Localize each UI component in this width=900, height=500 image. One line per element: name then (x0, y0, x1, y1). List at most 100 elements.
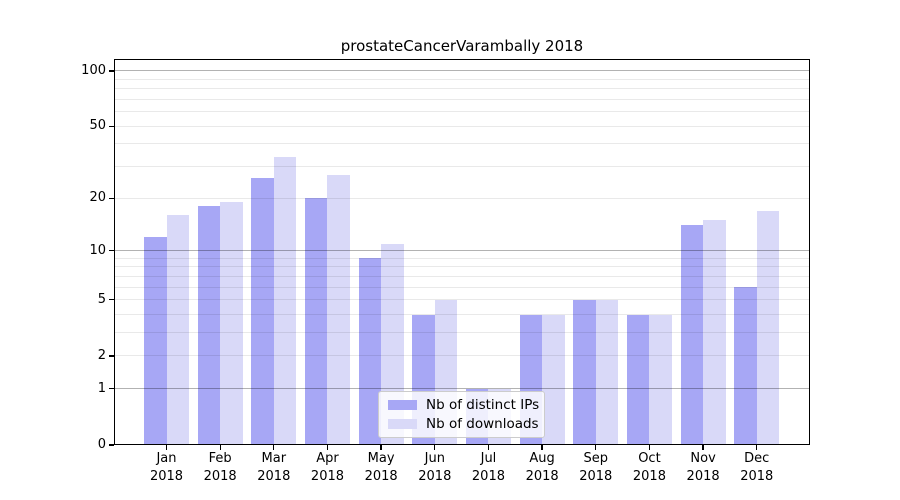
gridline-minor (114, 78, 810, 80)
y-tick-mark (109, 249, 114, 252)
y-tick-label: 50 (89, 118, 106, 134)
bar-nb-of-downloads-sep (595, 299, 619, 445)
x-tick-mark (273, 445, 275, 450)
x-tick-label-aug: Aug 2018 (507, 450, 577, 485)
bar-nb-of-downloads-apr (327, 174, 350, 445)
gridline-minor (114, 314, 810, 316)
gridline-minor (114, 98, 810, 100)
chart-title: prostateCancerVarambally 2018 (340, 37, 584, 55)
x-tick-mark (219, 445, 221, 450)
bar-nb-of-distinct-ips-oct (626, 314, 650, 445)
x-tick-mark (326, 445, 329, 450)
y-tick-mark (109, 70, 114, 72)
bar-nb-of-distinct-ips-sep (573, 299, 596, 445)
bar-nb-of-downloads-dec (756, 210, 780, 445)
x-tick-label-nov: Nov 2018 (668, 450, 738, 485)
gridline-major (114, 250, 810, 252)
x-tick-year: 2018 (203, 468, 237, 484)
x-tick-mark (487, 445, 490, 450)
x-tick-month: Jan (156, 451, 177, 466)
x-tick-month: Oct (638, 451, 661, 466)
x-tick-mark (702, 445, 704, 450)
gridline-minor (114, 125, 810, 127)
gridline-minor (114, 143, 810, 145)
y-tick-mark (109, 299, 114, 301)
legend: Nb of distinct IPs Nb of downloads (378, 391, 545, 438)
x-tick-mark (165, 445, 168, 450)
y-tick-label: 0 (97, 437, 106, 452)
y-tick-mark (109, 355, 114, 357)
x-tick-month: Feb (208, 451, 232, 466)
x-tick-label-jan: Jan 2018 (132, 450, 202, 485)
x-tick-year: 2018 (418, 468, 452, 484)
legend-label-downloads: Nb of downloads (426, 416, 539, 432)
x-tick-month: Jun (424, 451, 445, 466)
legend-swatch-downloads (388, 419, 417, 429)
y-tick-label: 2 (97, 347, 106, 363)
legend-swatch-distinct-ips (388, 400, 417, 410)
bar-nb-of-distinct-ips-nov (680, 225, 704, 445)
x-tick-mark (648, 445, 651, 450)
x-tick-label-apr: Apr 2018 (292, 450, 362, 485)
x-tick-label-jun: Jun 2018 (400, 450, 470, 485)
x-tick-month: Mar (261, 451, 287, 466)
gridline-minor (114, 275, 810, 277)
y-tick-mark (109, 444, 114, 446)
y-tick-label: 20 (89, 190, 106, 206)
legend-item-distinct-ips: Nb of distinct IPs (388, 397, 539, 413)
x-tick-label-mar: Mar 2018 (239, 450, 309, 485)
x-tick-label-dec: Dec 2018 (722, 450, 792, 485)
x-tick-label-feb: Feb 2018 (185, 450, 255, 485)
bar-nb-of-distinct-ips-dec (734, 287, 757, 445)
x-tick-label-jul: Jul 2018 (453, 450, 523, 485)
bar-nb-of-distinct-ips-jan (144, 237, 167, 445)
x-tick-year: 2018 (740, 468, 774, 484)
bar-nb-of-distinct-ips-apr (304, 198, 328, 445)
x-tick-year: 2018 (579, 468, 613, 484)
x-tick-mark (541, 445, 543, 450)
bar-nb-of-downloads-aug (542, 314, 565, 445)
y-tick-label: 5 (97, 291, 106, 307)
gridline-minor (114, 88, 810, 90)
bar-nb-of-downloads-jan (166, 215, 189, 445)
bar-nb-of-downloads-nov (703, 220, 726, 445)
x-tick-label-oct: Oct 2018 (614, 450, 684, 485)
gridline-minor (114, 332, 810, 334)
x-tick-month: May (367, 451, 395, 466)
x-tick-month: Aug (529, 451, 555, 466)
x-tick-mark (380, 445, 382, 450)
gridline-minor (114, 355, 810, 357)
gridline-minor (114, 286, 810, 288)
bar-nb-of-distinct-ips-may (358, 258, 382, 445)
gridline-minor (114, 166, 810, 168)
bar-nb-of-downloads-feb (220, 202, 243, 445)
x-tick-year: 2018 (471, 468, 505, 484)
x-tick-month: Apr (316, 451, 339, 466)
x-tick-month: Nov (690, 451, 716, 466)
y-tick-label: 100 (81, 62, 106, 78)
bar-nb-of-downloads-mar (273, 156, 297, 445)
gridline-minor (114, 257, 810, 259)
x-tick-label-sep: Sep 2018 (561, 450, 631, 485)
x-tick-label-may: May 2018 (346, 450, 416, 485)
x-tick-month: Dec (744, 451, 770, 466)
plot-area: Nb of distinct IPs Nb of downloads (114, 59, 810, 445)
bar-nb-of-distinct-ips-mar (251, 177, 274, 445)
y-tick-label: 1 (97, 380, 106, 396)
x-tick-year: 2018 (310, 468, 345, 484)
y-tick-mark (109, 197, 114, 199)
gridline-minor (114, 111, 810, 113)
gridline-minor (114, 299, 810, 301)
x-tick-month: Sep (583, 451, 609, 466)
gridline-major (114, 388, 810, 390)
x-tick-year: 2018 (525, 468, 559, 484)
x-tick-mark (595, 445, 597, 450)
gridline-minor (114, 266, 810, 268)
bar-nb-of-downloads-oct (649, 314, 672, 445)
x-tick-year: 2018 (364, 468, 398, 484)
gridline-minor (114, 197, 810, 199)
x-tick-mark (434, 445, 436, 450)
y-tick-mark (109, 388, 114, 390)
y-tick-mark (109, 125, 114, 127)
